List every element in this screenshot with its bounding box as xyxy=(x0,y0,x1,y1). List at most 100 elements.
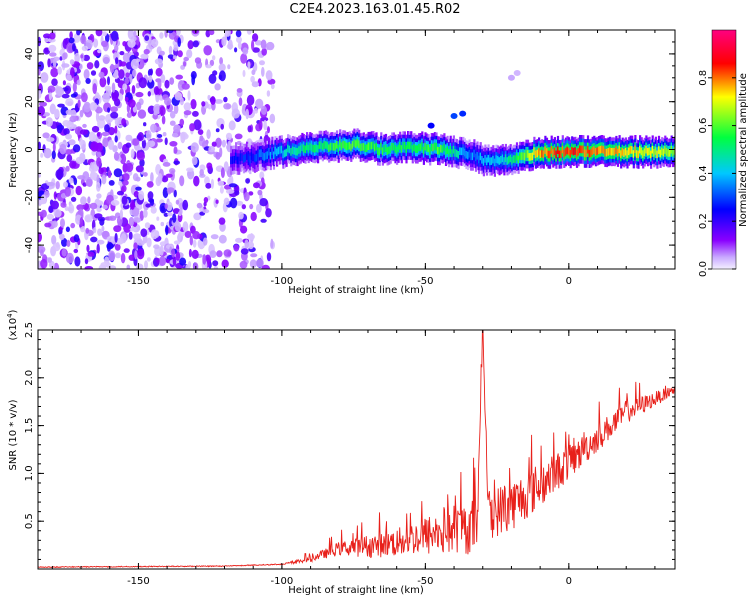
spectrogram-noise-cell xyxy=(126,112,132,118)
spectrogram-noise-cell xyxy=(79,217,84,228)
spectrogram-ridge-cell xyxy=(648,147,651,155)
spectrogram-noise-cell xyxy=(135,101,142,111)
spectrogram-noise-cell xyxy=(182,199,189,211)
spectrogram-noise-cell xyxy=(101,225,105,232)
spectrogram-noise-cell xyxy=(40,249,44,257)
spectrogram-noise-cell xyxy=(212,55,216,61)
spectrogram-noise-cell xyxy=(147,91,151,97)
spectrogram-ridge-cell xyxy=(298,146,301,154)
spectrogram-ridge-cell xyxy=(547,150,550,159)
spectrogram-noise-cell xyxy=(101,40,109,47)
spectrogram-ridge-cell xyxy=(269,151,272,160)
spectrogram-noise-cell xyxy=(85,179,93,187)
spectrogram-ridge-cell xyxy=(485,157,489,166)
spectrogram-ridge-cell xyxy=(629,146,632,154)
spectrogram-noise-cell xyxy=(180,132,186,144)
spectrogram-ridge-cell xyxy=(522,152,525,160)
spectrogram-ridge-cell xyxy=(310,143,313,152)
spectrogram-ridge-cell xyxy=(396,146,399,155)
spectrogram-noise-cell xyxy=(114,135,118,143)
spectrogram-noise-cell xyxy=(81,92,88,103)
spectrogram-noise-cell xyxy=(66,74,72,81)
spectrogram-noise-cell xyxy=(90,236,98,243)
spectrogram-noise-cell xyxy=(70,222,76,229)
spectrogram-noise-cell xyxy=(130,148,135,159)
spectrogram-noise-cell xyxy=(39,101,47,107)
spectrogram-ridge-cell xyxy=(531,152,534,161)
spectrogram-noise-cell xyxy=(150,206,157,214)
spectrogram-noise-cell xyxy=(221,36,227,47)
spectrogram-noise-cell xyxy=(98,167,104,175)
spectrogram-ridge-cell xyxy=(609,147,612,155)
spectrogram-noise-cell xyxy=(196,202,203,209)
spectrogram-noise-cell xyxy=(243,191,250,202)
spectrogram-noise-cell xyxy=(189,123,196,132)
spectrogram-noise-cell xyxy=(52,242,61,252)
spectrogram-ridge-cell xyxy=(560,150,563,158)
spectrogram-noise-cell xyxy=(157,78,162,89)
spectrogram-ridge-cell xyxy=(348,141,351,150)
spectrogram-blob-cell xyxy=(507,74,515,81)
spectrogram-noise-cell xyxy=(179,257,187,266)
spectrogram-noise-cell xyxy=(134,146,143,151)
snr-frame xyxy=(37,329,676,570)
spectrogram-ridge-cell xyxy=(381,147,384,155)
spectrogram-ridge-cell xyxy=(509,154,512,163)
spectrogram-noise-cell xyxy=(178,231,181,242)
spectrogram-ridge-cell xyxy=(563,149,566,158)
spectrogram-ridge-cell xyxy=(525,150,528,158)
spectrogram-ridge-cell xyxy=(470,152,473,161)
spectrogram-noise-cell xyxy=(107,76,110,86)
spectrogram-ridge-cell xyxy=(241,153,244,161)
spectrogram-noise-cell xyxy=(119,153,127,165)
spectrogram-ridge-cell xyxy=(443,143,446,152)
spectrogram-noise-cell xyxy=(252,33,259,42)
spectrogram-ridge-cell xyxy=(530,153,533,161)
spectrogram-noise-cell xyxy=(205,64,212,69)
spectrogram-ridge-cell xyxy=(425,144,429,152)
spectrogram-noise-cell xyxy=(186,167,194,172)
spectrogram-ridge-cell xyxy=(476,152,479,160)
spectrogram-noise-cell xyxy=(236,88,243,93)
spectrogram-noise-cell xyxy=(161,115,166,125)
spectrogram-noise-cell xyxy=(245,108,249,120)
spectrogram-noise-cell xyxy=(83,101,91,113)
spectrogram-noise-cell xyxy=(135,165,144,173)
snr-y-label: SNR (10 * v/v) xyxy=(8,399,19,470)
spectrogram-noise-cell xyxy=(173,189,177,198)
spectrogram-noise-cell xyxy=(176,30,181,36)
spectrogram-ridge-cell xyxy=(664,146,667,154)
spectrogram-ridge-cell xyxy=(634,145,637,154)
spectrogram-noise-cell xyxy=(75,185,83,196)
colorbar-label: Normalized spectral amplitude xyxy=(738,73,749,227)
spectrogram-noise-cell xyxy=(114,44,119,52)
spectrogram-ridge-cell xyxy=(255,153,258,162)
colorbar-ticks: 0.0 0.2 0.4 0.6 0.8 xyxy=(698,70,736,277)
spectrogram-ridge-cell xyxy=(650,150,653,159)
spectrogram-noise-cell xyxy=(72,43,76,52)
spectrogram-noise-cell xyxy=(261,48,268,56)
spectrogram-ridge-cell xyxy=(640,147,643,156)
spectrogram-ridge-cell xyxy=(607,148,610,156)
spectrogram-noise-cell xyxy=(220,167,225,179)
spectrogram-ridge-cell xyxy=(366,144,369,152)
spectrogram-ridge-cell xyxy=(583,149,586,158)
spectrogram-noise-cell xyxy=(104,124,110,133)
spectrogram-ridge-cell xyxy=(515,152,519,161)
spectrogram-noise-cell xyxy=(129,227,137,232)
spectrogram-ridge-cell xyxy=(673,147,675,155)
spectrogram-noise-cell xyxy=(252,47,260,53)
spectrogram-ridge-cell xyxy=(274,146,277,155)
spectrogram-noise-cell xyxy=(66,154,73,162)
spectrogram-noise-cell xyxy=(215,128,220,133)
spectrogram-noise-cell xyxy=(79,129,89,135)
spectrogram-noise-cell xyxy=(174,91,183,101)
spectrogram-noise-cell xyxy=(230,197,238,209)
spectrogram-noise-cell xyxy=(73,234,80,243)
spectrogram-ridge-cell xyxy=(446,146,449,154)
spectrogram-noise-cell xyxy=(256,203,262,213)
spectrogram-noise-cell xyxy=(121,195,128,205)
spectrogram-x-ticks: -150 -100 -50 0 xyxy=(51,30,656,287)
spectrogram-noise-cell xyxy=(260,116,269,122)
